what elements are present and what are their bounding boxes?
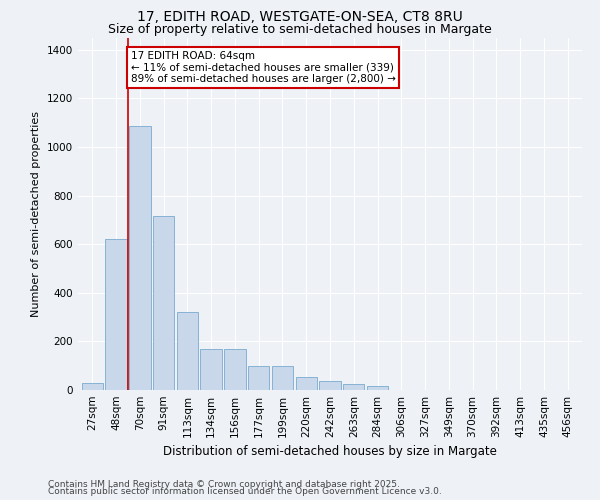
Bar — [319, 382, 341, 390]
Bar — [224, 348, 245, 390]
Bar — [367, 386, 388, 390]
X-axis label: Distribution of semi-detached houses by size in Margate: Distribution of semi-detached houses by … — [163, 446, 497, 458]
Text: 17 EDITH ROAD: 64sqm
← 11% of semi-detached houses are smaller (339)
89% of semi: 17 EDITH ROAD: 64sqm ← 11% of semi-detac… — [131, 51, 395, 84]
Bar — [248, 366, 269, 390]
Text: Size of property relative to semi-detached houses in Margate: Size of property relative to semi-detach… — [108, 22, 492, 36]
Bar — [153, 216, 174, 390]
Bar — [176, 312, 198, 390]
Bar — [106, 240, 127, 390]
Bar — [82, 382, 103, 390]
Text: 17, EDITH ROAD, WESTGATE-ON-SEA, CT8 8RU: 17, EDITH ROAD, WESTGATE-ON-SEA, CT8 8RU — [137, 10, 463, 24]
Y-axis label: Number of semi-detached properties: Number of semi-detached properties — [31, 111, 41, 317]
Bar — [296, 376, 317, 390]
Text: Contains public sector information licensed under the Open Government Licence v3: Contains public sector information licen… — [48, 488, 442, 496]
Bar — [272, 366, 293, 390]
Bar — [343, 384, 364, 390]
Bar — [200, 348, 222, 390]
Text: Contains HM Land Registry data © Crown copyright and database right 2025.: Contains HM Land Registry data © Crown c… — [48, 480, 400, 489]
Bar — [129, 126, 151, 390]
